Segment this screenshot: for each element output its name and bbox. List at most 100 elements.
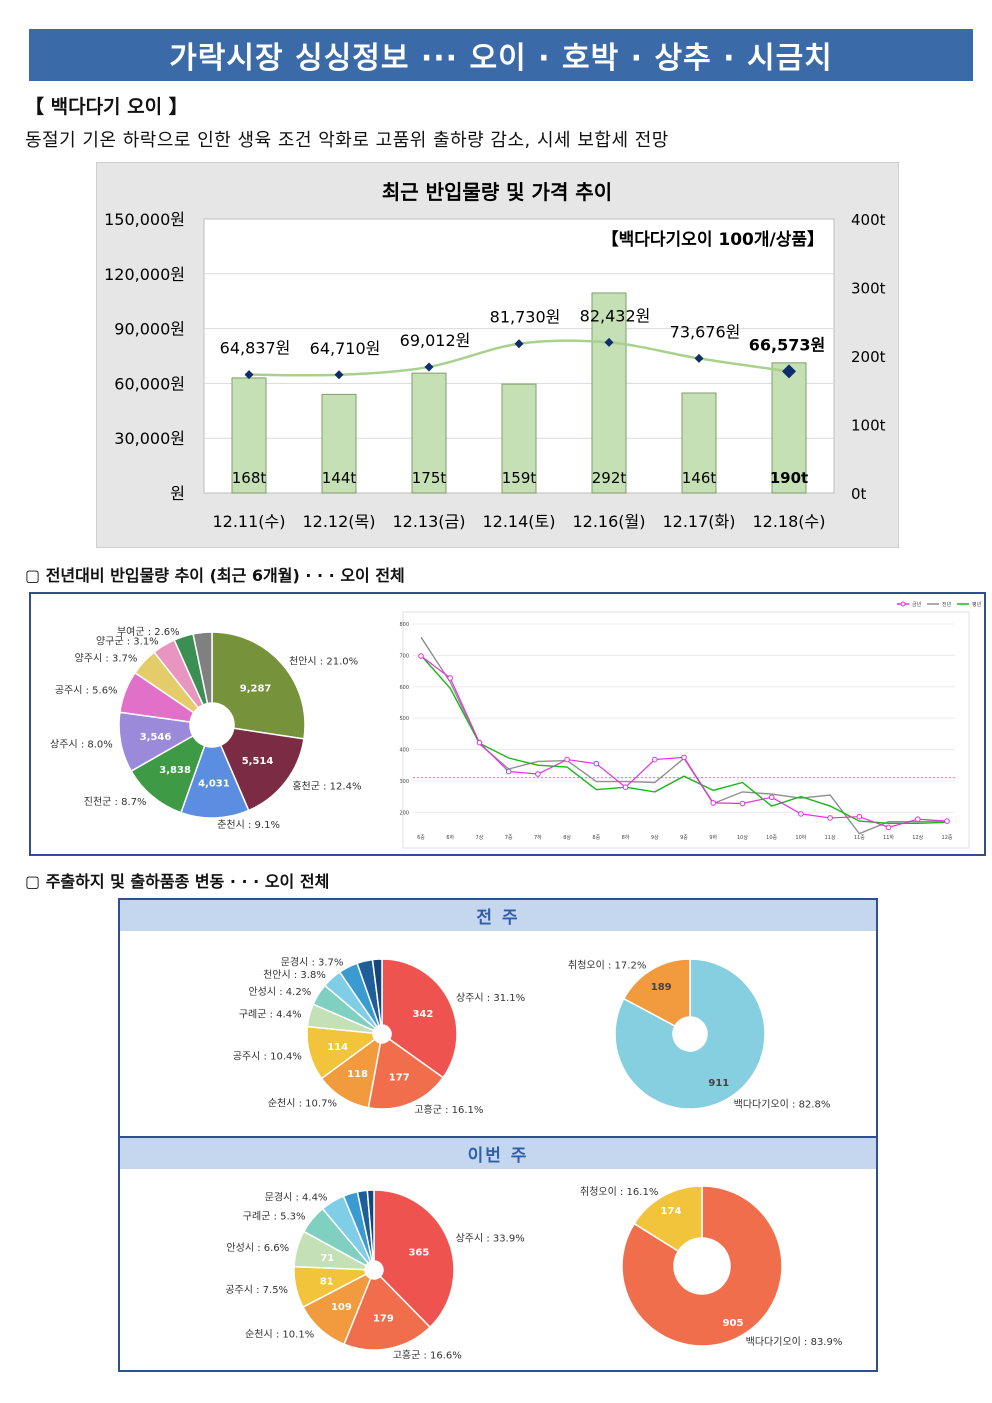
right-tick-label: 100t [851, 417, 886, 435]
trend-y-tick: 600 [399, 685, 409, 691]
volume-bar [231, 377, 267, 494]
item-title: 【 백다다기 오이 】 [25, 96, 188, 118]
left-tick-label: 60,000원 [114, 374, 185, 393]
volume-bar [681, 392, 717, 494]
origin-pie-slice [219, 727, 305, 812]
origin-pie-label: 춘천시 : 9.1% [217, 819, 280, 831]
chart-subtitle: 【백다다기오이 100개/상품】 [602, 229, 824, 250]
right-tick-label: 0t [851, 485, 867, 503]
trend-point [535, 771, 541, 777]
category-label: 12.17(화) [662, 512, 735, 531]
trend-y-tick: 300 [399, 779, 409, 785]
trend-y-tick: 800 [399, 622, 409, 628]
page-title: 가락시장 싱싱정보 ··· 오이 · 호박 · 상추 · 시금치 [169, 41, 833, 76]
this-variety-pie-label: 백다다기오이 : 83.9% [746, 1336, 843, 1348]
prev-variety-pie-value: 189 [651, 982, 672, 993]
origin-pie-value: 3,546 [140, 732, 172, 743]
volume-bar [411, 372, 447, 494]
trend-point [944, 818, 950, 824]
price-label: 64,837원 [220, 339, 291, 358]
trend-x-tick: 7하 [534, 834, 542, 841]
volume-label: 159t [502, 469, 537, 487]
this-week-band: 이번 주 [120, 1136, 876, 1169]
price-label: 82,432원 [580, 306, 651, 325]
trend-y-tick: 200 [399, 810, 409, 816]
this-variety-pie-label: 취청오이 : 16.1% [580, 1186, 658, 1198]
trend-x-tick: 12중 [942, 835, 953, 841]
this-variety-pie-slice [621, 1185, 783, 1347]
prev-origin-pie-value: 342 [412, 1009, 433, 1020]
category-label: 12.12(목) [302, 512, 375, 531]
trend-x-tick: 11상 [825, 834, 836, 841]
trend-svg: 9,287 천안시 : 21.0% 5,514 홍천군 : 12.4% 4,031 춘천시… [50, 601, 982, 849]
volume-label: 190t [770, 469, 808, 487]
trend-point [739, 800, 746, 807]
origin-pie-label: 양주시 : 3.7% [75, 653, 138, 665]
trend-x-tick: 9중 [680, 835, 688, 841]
trend-point [622, 784, 629, 790]
category-label: 12.13(금) [392, 512, 465, 531]
price-label: 64,710원 [310, 339, 381, 358]
left-tick-label: 원 [170, 484, 185, 503]
volume-bar [321, 393, 357, 494]
price-marker [334, 370, 344, 380]
prev-origin-pie-slice [367, 1038, 445, 1110]
price-marker [514, 339, 524, 349]
volume-bar [591, 292, 627, 494]
origin-pie-label: 부여군 : 2.6% [117, 626, 180, 638]
price-marker [244, 370, 254, 380]
volume-bar [771, 362, 807, 494]
prev-origin-pie-label: 구례군 : 4.4% [239, 1009, 302, 1021]
this-origin-pie-value: 365 [408, 1248, 429, 1259]
this-origin-pie-label: 구례군 : 5.3% [243, 1210, 306, 1222]
this-variety-pie-slice [633, 1185, 703, 1253]
this-origin-pie-value: 71 [320, 1253, 334, 1264]
category-label: 12.14(토) [482, 512, 555, 531]
origin-pie-value: 4,031 [198, 778, 230, 789]
trend-x-tick: 8중 [592, 835, 600, 841]
this-origin-pie-value: 179 [373, 1314, 394, 1325]
trend-frame [402, 611, 970, 849]
origin-pie-value: 9,287 [240, 683, 272, 694]
origin-pie-label: 천안시 : 21.0% [289, 655, 358, 667]
volume-bar [501, 383, 537, 494]
trend-point [418, 653, 424, 659]
page-banner: 가락시장 싱싱정보 ··· 오이 · 호박 · 상추 · 시금치 [29, 29, 973, 81]
legend-label: 금년 [912, 601, 922, 608]
prev-origin-pie-label: 안성시 : 4.2% [248, 986, 311, 998]
legend-label: 전년 [942, 601, 952, 608]
legend-label: 평년 [972, 601, 982, 608]
price-label: 73,676원 [670, 322, 741, 341]
trend-point [885, 824, 892, 831]
origin-pie-value: 5,514 [242, 756, 274, 767]
origin-pie-label: 홍천군 : 12.4% [292, 779, 361, 792]
prev-origin-pie-label: 천안시 : 3.8% [263, 969, 326, 981]
price-label: 69,012원 [400, 331, 471, 350]
this-origin-pie-label: 공주시 : 7.5% [225, 1284, 288, 1296]
trend-point [856, 813, 863, 820]
this-origin-pie-label: 안성시 : 6.6% [226, 1242, 289, 1254]
volume-price-chart: 최근 반입물량 및 가격 추이 150,000원 120,000원 90,000원 60… [96, 162, 899, 548]
legend-marker [900, 601, 906, 607]
trend-point [710, 800, 717, 806]
trend-x-tick: 6하 [446, 834, 454, 841]
left-tick-label: 120,000원 [104, 265, 185, 284]
trend-x-tick: 7중 [505, 835, 513, 841]
prev-origin-pie-slice [381, 958, 458, 1079]
trend-x-tick: 8상 [563, 834, 571, 841]
origin-svg: 342 상주시 : 31.1% 177 고흥군 : 16.1% 118 순천시 : 10.… [225, 956, 843, 1362]
origin-box: 전 주 이번 주 342 상주시 : 31.1% 177 고흥군 : 16.1% 118… [118, 898, 878, 1372]
trend-x-tick: 7상 [476, 834, 484, 841]
trend-y-tick: 700 [399, 653, 409, 659]
price-marker [604, 337, 614, 347]
origin-pie-label: 양구군 : 3.1% [96, 635, 159, 647]
origin-pie-label: 공주시 : 5.6% [55, 685, 118, 697]
price-marker [694, 353, 704, 363]
volume-label: 292t [592, 469, 627, 487]
trend-point [593, 760, 600, 767]
volume-label: 146t [682, 469, 717, 487]
prev-variety-pie-value: 911 [708, 1078, 729, 1089]
trend-x-tick: 12상 [912, 834, 923, 841]
prev-week-band: 전 주 [120, 900, 876, 931]
origin-pie-label: 진천군 : 8.7% [84, 796, 147, 808]
